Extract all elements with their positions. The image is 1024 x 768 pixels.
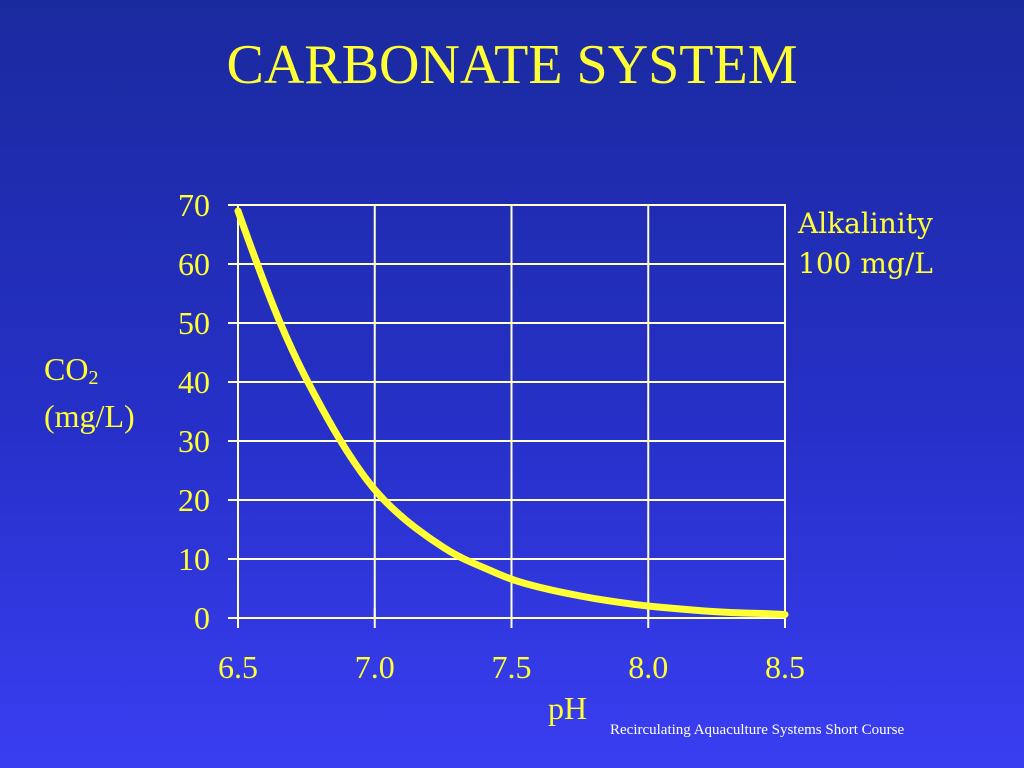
x-axis-label: pH	[548, 690, 588, 726]
series-line-co2	[234, 207, 789, 618]
y-tick-label: 40	[178, 364, 210, 400]
slide-title: CARBONATE SYSTEM	[226, 34, 798, 96]
x-tick-label: 7.0	[355, 649, 395, 685]
series-layer	[234, 207, 789, 618]
axes	[228, 204, 786, 628]
y-axis-label-subscript: 2	[88, 367, 99, 389]
x-tick-label: 8.5	[765, 649, 805, 685]
y-axis-label-unit: (mg/L)	[44, 398, 135, 434]
y-tick-label: 70	[178, 187, 210, 223]
grid	[237, 204, 786, 619]
annotation-line-2: 100 mg/L	[798, 247, 933, 280]
y-tick-label: 50	[178, 305, 210, 341]
footer-credit: Recirculating Aquaculture Systems Short …	[610, 722, 905, 738]
x-tick-label: 7.5	[492, 649, 532, 685]
y-tick-label: 30	[178, 423, 210, 459]
annotation-line-1: Alkalinity	[798, 207, 933, 240]
x-tick-label: 8.0	[628, 649, 668, 685]
x-tick-label: 6.5	[218, 649, 258, 685]
y-tick-label: 60	[178, 246, 210, 282]
y-tick-label: 20	[178, 482, 210, 518]
alkalinity-annotation: Alkalinity 100 mg/L	[798, 204, 933, 284]
tick-labels: 0 10 20 30 40 50 60 70 6.5 7.0 7.5 8.0 8.5	[178, 187, 805, 685]
y-axis-label: CO2 (mg/L)	[44, 350, 135, 435]
y-tick-label: 10	[178, 541, 210, 577]
y-axis-label-main: CO	[44, 351, 89, 387]
y-tick-label: 0	[194, 600, 210, 636]
